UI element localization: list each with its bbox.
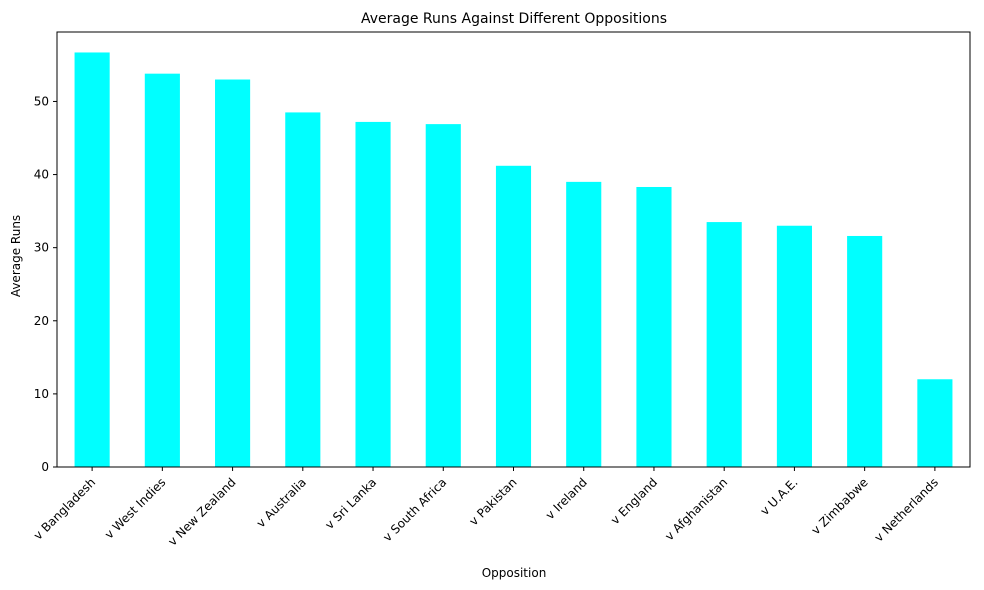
bar-v-australia — [285, 112, 321, 468]
y-tick-label: 30 — [34, 241, 49, 255]
x-tick-label: v Bangladesh — [31, 475, 98, 542]
bar-v-new-zealand — [215, 79, 251, 468]
bar-v-zimbabwe — [847, 235, 883, 467]
x-tick-label: v Zimbabwe — [809, 475, 871, 537]
x-tick-label: v Pakistan — [466, 475, 519, 528]
bar-v-england — [636, 186, 672, 468]
chart-title: Average Runs Against Different Oppositio… — [361, 11, 667, 27]
bar-v-sri-lanka — [355, 121, 391, 468]
y-tick-label: 0 — [41, 460, 49, 474]
x-tick-label: v U.A.E. — [758, 475, 801, 518]
x-tick-label: v West Indies — [102, 475, 168, 541]
y-tick-label: 10 — [34, 387, 49, 401]
bar-v-bangladesh — [74, 52, 110, 467]
y-axis-label: Average Runs — [9, 215, 23, 297]
x-tick-label: v South Africa — [380, 475, 449, 544]
x-tick-label: v England — [608, 475, 660, 527]
x-tick-label: v Afghanistan — [662, 475, 730, 543]
x-tick-label: v Australia — [254, 475, 309, 530]
bar-v-ireland — [566, 181, 602, 467]
x-tick-label: v Sri Lanka — [322, 475, 379, 532]
bar-v-west-indies — [144, 73, 180, 468]
x-axis-label: Opposition — [482, 566, 547, 580]
x-tick-label: v Ireland — [543, 475, 590, 522]
y-tick-label: 20 — [34, 314, 49, 328]
bar-v-u-a-e — [776, 225, 812, 467]
x-tick-label: v New Zealand — [165, 475, 238, 548]
bar-v-south-africa — [425, 124, 461, 468]
bar-v-pakistan — [495, 165, 532, 468]
bar-v-afghanistan — [706, 222, 742, 467]
bar-v-netherlands — [917, 379, 953, 467]
y-tick-label: 40 — [34, 168, 49, 182]
x-tick-label: v Netherlands — [872, 475, 941, 544]
y-tick-label: 50 — [34, 94, 49, 108]
